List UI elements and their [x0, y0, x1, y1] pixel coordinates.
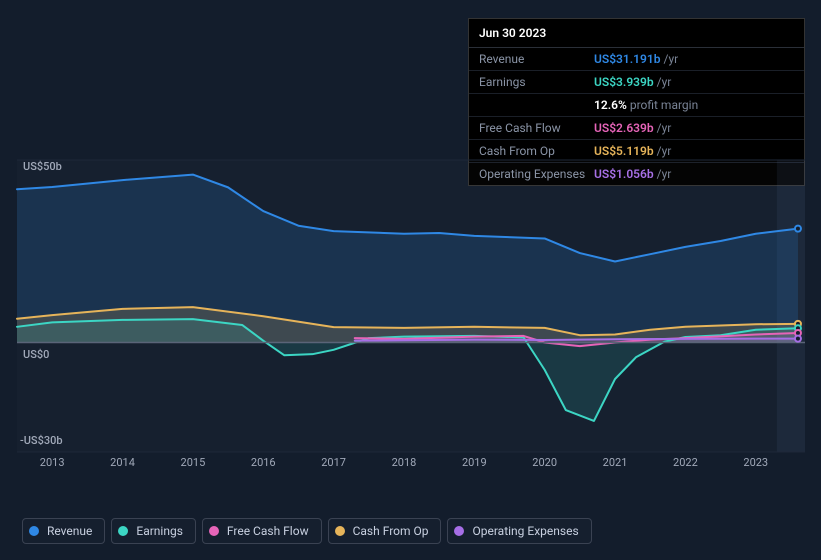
legend-item[interactable]: Free Cash Flow [202, 518, 322, 544]
tooltip-label: Cash From Op [479, 144, 594, 158]
xaxis-tick: 2022 [673, 456, 698, 469]
legend-item[interactable]: Cash From Op [328, 518, 442, 544]
financials-chart[interactable] [17, 160, 805, 480]
legend-label: Revenue [47, 524, 92, 538]
xaxis-tick: 2017 [321, 456, 346, 469]
xaxis-tick: 2018 [392, 456, 417, 469]
legend-item[interactable]: Earnings [111, 518, 196, 544]
tooltip-row: Free Cash FlowUS$2.639b/yr [469, 117, 804, 140]
tooltip-value: US$2.639b [594, 121, 654, 135]
legend-item[interactable]: Revenue [22, 518, 105, 544]
xaxis-tick: 2013 [40, 456, 65, 469]
chart-svg [17, 160, 805, 452]
tooltip-unit: /yr [664, 52, 679, 66]
xaxis-tick: 2020 [532, 456, 557, 469]
xaxis-tick: 2015 [181, 456, 206, 469]
tooltip-row: EarningsUS$3.939b/yr [469, 71, 804, 94]
tooltip-unit: /yr [657, 75, 672, 89]
legend-swatch [118, 526, 128, 536]
tooltip-unit: /yr [657, 121, 672, 135]
tooltip-label: Revenue [479, 52, 594, 66]
xaxis-tick: 2016 [251, 456, 276, 469]
legend-label: Operating Expenses [472, 524, 578, 538]
tooltip-unit: /yr [657, 144, 672, 158]
xaxis-tick: 2019 [462, 456, 487, 469]
xaxis-tick: 2023 [743, 456, 768, 469]
legend-item[interactable]: Operating Expenses [447, 518, 591, 544]
legend-swatch [454, 526, 464, 536]
tooltip-label: Earnings [479, 75, 594, 89]
tooltip-date: Jun 30 2023 [469, 19, 804, 48]
tooltip-label: Free Cash Flow [479, 121, 594, 135]
legend-swatch [335, 526, 345, 536]
tooltip-unit: profit margin [630, 98, 698, 112]
tooltip-row: 12.6%profit margin [469, 94, 804, 117]
tooltip-label [479, 98, 594, 112]
legend-label: Free Cash Flow [227, 524, 309, 538]
tooltip-value: US$31.191b [594, 52, 661, 66]
tooltip-value: US$5.119b [594, 144, 654, 158]
tooltip-row: RevenueUS$31.191b/yr [469, 48, 804, 71]
legend: Revenue Earnings Free Cash Flow Cash From O… [22, 518, 592, 544]
legend-swatch [209, 526, 219, 536]
legend-label: Cash From Op [353, 524, 429, 538]
xaxis-tick: 2021 [603, 456, 628, 469]
xaxis-tick: 2014 [110, 456, 135, 469]
tooltip-value: US$3.939b [594, 75, 654, 89]
legend-swatch [29, 526, 39, 536]
legend-label: Earnings [136, 524, 183, 538]
tooltip-value: 12.6% [594, 98, 627, 112]
xaxis: 2013 2014 2015 2016 2017 2018 2019 2020 2021 2022… [17, 456, 805, 476]
